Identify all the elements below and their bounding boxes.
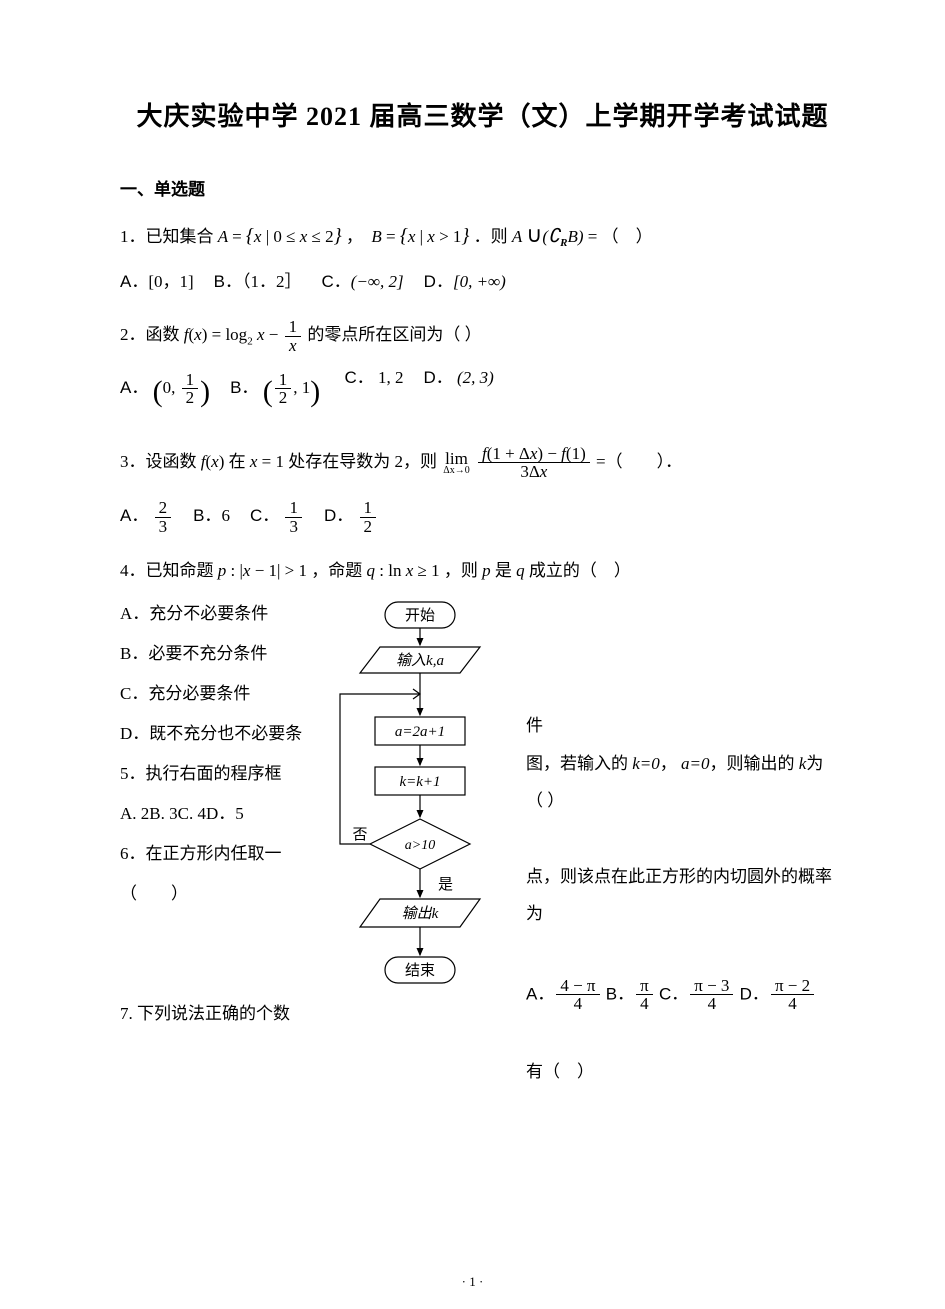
flowchart-diagram: 开始 输入k,a a=2a+1 k=k+1 a>10 <box>330 597 510 1017</box>
q5-right: 图，若输入的 k=0， a=0，则输出的 k为（ ） <box>526 745 836 820</box>
flow-proc1-label: a=2a+1 <box>395 724 445 740</box>
q4-stem-3: ，则 <box>444 561 478 580</box>
q4-opt-B: B．必要不充分条件 <box>120 635 320 673</box>
question-4-stem: 4．已知命题 p : |x − 1| > 1 ，命题 q : ln x ≥ 1 … <box>120 552 845 589</box>
blank-line-1 <box>120 915 320 953</box>
q1-opt-D: D．[0, +∞) <box>424 263 506 300</box>
q3-opt-C: C． 13 <box>250 497 304 535</box>
q3-opt-D: D． 12 <box>324 497 378 535</box>
q1-stem-1: 1．已知集合 <box>120 227 214 246</box>
r-blank-3 <box>526 669 836 707</box>
q4-opt-C: C．充分必要条件 <box>120 675 320 713</box>
q2-opt-D: D． (2, 3) <box>423 359 493 425</box>
right-column: 件 图，若输入的 k=0， a=0，则输出的 k为（ ） 点，则该点在此正方形的… <box>520 593 836 1091</box>
r-blank-1 <box>526 593 836 631</box>
q1-setA: A = {x | 0 ≤ x ≤ 2} <box>218 227 342 246</box>
question-2: 2．函数 f(x) = log2 x − 1x 的零点所在区间为（ ） <box>120 316 845 354</box>
q1-tail: （ ） <box>602 227 653 246</box>
flow-no-label: 否 <box>352 827 367 843</box>
q6-right: 点，则该点在此正方形的内切圆外的概率为 <box>526 858 836 933</box>
page-title: 大庆实验中学 2021 届高三数学（文）上学期开学考试试题 <box>120 88 845 145</box>
q4-stem-2: ，命题 <box>311 561 362 580</box>
q3-opt-B: B．6 <box>193 497 230 535</box>
q4-opt-D-right: 件 <box>526 707 836 745</box>
question-3: 3．设函数 f(x) 在 x = 1 处存在导数为 2，则 limΔx→0 f(… <box>120 443 845 481</box>
flow-end-label: 结束 <box>405 962 435 979</box>
q4-stem-4: 是 <box>495 561 512 580</box>
q3-tail: =（ ）． <box>596 452 682 471</box>
q2-stem-1: 2．函数 <box>120 325 180 344</box>
q3-frac: f(1 + Δx) − f(1) 3Δx <box>478 445 590 482</box>
left-column: A．充分不必要条件 B．必要不充分条件 C．充分必要条件 D．既不充分也不必要条… <box>120 593 320 1035</box>
q4-stem-1: 4．已知命题 <box>120 561 214 580</box>
flow-proc2-label: k=k+1 <box>399 774 440 790</box>
q5-opts: A. 2B. 3C. 4D．5 <box>120 795 320 833</box>
q1-stem-2: ， <box>346 227 363 246</box>
r-blank-4 <box>526 820 836 858</box>
q3-opt-A: A． 23 <box>120 497 173 535</box>
q2-options: A． (0, 12) B． (12, 1) C． 1, 2 D． (2, 3) <box>120 359 845 425</box>
q4-opt-A: A．充分不必要条件 <box>120 595 320 633</box>
r-blank-5 <box>526 933 836 971</box>
flow-output-label: 输出k <box>402 905 439 922</box>
q1-opt-B: B．（1．2］ <box>214 263 302 300</box>
q4-p: p : |x − 1| > 1 <box>218 561 307 580</box>
q1-options: A．[0，1] B．（1．2］ C．(−∞, 2] D．[0, +∞) <box>120 263 845 300</box>
q6-paren: （ ） <box>120 875 320 913</box>
q1-setB: B = {x | x > 1} <box>371 227 469 246</box>
q3-stem-3: 处存在导数为 2，则 <box>288 452 437 471</box>
q1-stem-3: ．则 <box>474 227 508 246</box>
q3-stem-1: 3．设函数 <box>120 452 197 471</box>
q3-options: A． 23 B．6 C． 13 D． 12 <box>120 497 845 535</box>
flow-start-label: 开始 <box>405 607 435 624</box>
q2-expr: f(x) = log2 x − 1x <box>184 325 303 344</box>
q4-pvar: p <box>482 561 491 580</box>
q3-stem-2: 在 <box>229 452 246 471</box>
q3-x1: x = 1 <box>250 452 284 471</box>
flow-wrap-region: A．充分不必要条件 B．必要不充分条件 C．充分必要条件 D．既不充分也不必要条… <box>120 593 845 1091</box>
exam-page: 大庆实验中学 2021 届高三数学（文）上学期开学考试试题 一、单选题 1．已知… <box>0 0 945 1309</box>
q2-opt-A: A． (0, 12) <box>120 359 210 425</box>
q7-right: 有（ ） <box>526 1053 836 1091</box>
page-number: · 1 · <box>0 1268 945 1297</box>
q4-q: q : ln x ≥ 1 <box>367 561 440 580</box>
q3-lim: limΔx→0 <box>443 451 469 475</box>
q2-opt-C: C． 1, 2 <box>340 359 403 425</box>
q1-union-expr: A ∪(∁RB) = <box>512 227 597 246</box>
q4-opt-D-left: D．既不充分也不必要条 <box>120 715 320 753</box>
r-blank-6 <box>526 1015 836 1053</box>
q3-fx: f(x) <box>201 452 225 471</box>
q5-left: 5．执行右面的程序框 <box>120 755 320 793</box>
flow-input-label: 输入k,a <box>396 652 444 669</box>
q4-stem-5: 成立的（ ） <box>529 561 631 580</box>
flow-yes-label: 是 <box>438 877 453 893</box>
q7-left: 7. 下列说法正确的个数 <box>120 995 320 1033</box>
flow-dec-label: a>10 <box>405 838 435 853</box>
q6-left: 6．在正方形内任取一 <box>120 835 320 873</box>
flowchart-column: 开始 输入k,a a=2a+1 k=k+1 a>10 <box>320 593 520 1017</box>
r-blank-2 <box>526 631 836 669</box>
q2-stem-2: 的零点所在区间为（ ） <box>307 325 481 344</box>
q1-opt-C: C．(−∞, 2] <box>322 263 404 300</box>
q1-opt-A: A．[0，1] <box>120 263 194 300</box>
q6-options: A．4 − π4 B．π4 C．π − 34 D．π − 24 <box>526 971 836 1015</box>
section-heading-1: 一、单选题 <box>120 171 845 208</box>
q2-opt-B: B． (12, 1) <box>230 359 320 425</box>
blank-line-2 <box>120 955 320 993</box>
question-1: 1．已知集合 A = {x | 0 ≤ x ≤ 2} ， B = {x | x … <box>120 211 845 259</box>
q4-qvar: q <box>516 561 525 580</box>
